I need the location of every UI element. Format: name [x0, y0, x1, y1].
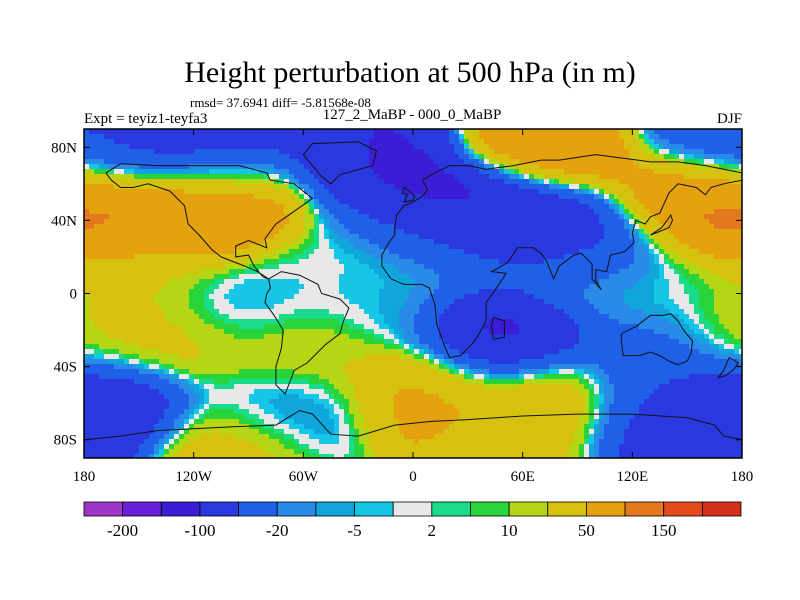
colorbar-swatch — [160, 501, 201, 517]
colorbar-swatch — [586, 501, 626, 517]
antarctica-outline — [84, 409, 742, 441]
y-tick-label: 0 — [70, 287, 78, 303]
season-label: DJF — [717, 111, 742, 127]
x-tick-label: 120W — [175, 469, 213, 485]
y-tick-label: 80S — [54, 433, 77, 449]
colorbar-label: -200 — [107, 521, 138, 540]
colorbar-label: 150 — [651, 521, 677, 540]
colorbar-label: -5 — [347, 521, 361, 540]
colorbar-label: -100 — [184, 521, 215, 540]
colorbar-label: 10 — [501, 521, 518, 540]
colorbar-swatch — [701, 501, 742, 517]
colorbar-swatch — [470, 501, 510, 517]
colorbar-swatch — [83, 501, 124, 517]
x-tick-label: 180 — [731, 469, 754, 485]
colorbar-swatch — [624, 501, 665, 517]
axes: 180 120W 60W 0 60E 120E 180 80N 40N 0 40S 80S — [51, 129, 753, 485]
x-tick-label: 120E — [616, 469, 648, 485]
colorbar-swatch — [122, 501, 162, 517]
colorbar-swatch — [547, 501, 587, 517]
colorbar-label: -20 — [266, 521, 289, 540]
colorbar-swatch — [663, 501, 703, 517]
chart-title: Height perturbation at 500 hPa (in m) — [184, 56, 636, 89]
comparison-label: 127_2_MaBP - 000_0_MaBP — [323, 107, 502, 123]
coastlines — [84, 141, 742, 441]
new-zealand-outline — [716, 357, 740, 379]
experiment-label: Expt = teyiz1-teyfa3 — [84, 111, 207, 127]
x-tick-label: 60E — [511, 469, 535, 485]
madagascar-outline — [491, 316, 505, 340]
x-tick-label: 180 — [73, 469, 96, 485]
australia-outline — [620, 313, 694, 366]
north-america-outline — [105, 163, 314, 280]
colorbar-swatch — [315, 501, 355, 517]
south-america-outline — [264, 271, 350, 395]
colorbar-swatch — [199, 501, 239, 517]
y-tick-label: 40N — [51, 213, 77, 229]
colorbar-swatch — [431, 501, 471, 517]
japan-outline — [650, 213, 674, 236]
x-tick-label: 0 — [409, 469, 417, 485]
colorbar-swatch — [508, 501, 549, 517]
height-field — [84, 129, 742, 458]
eurasia-africa-outline — [381, 154, 742, 359]
colorbar-swatch — [276, 501, 317, 517]
colorbar-label: 50 — [578, 521, 595, 540]
uk-outline — [401, 186, 416, 203]
greenland-outline — [302, 141, 377, 185]
y-tick-label: 80N — [51, 140, 77, 156]
colorbar-swatch — [392, 501, 433, 517]
colorbar: -200 -100 -20 -5 2 10 50 150 — [83, 501, 742, 540]
stats-label: rmsd= 37.6941 diff= -5.81568e-08 — [190, 95, 371, 110]
colorbar-swatch — [238, 501, 278, 517]
colorbar-swatch — [354, 501, 394, 517]
colorbar-label: 2 — [428, 521, 437, 540]
x-tick-label: 60W — [289, 469, 319, 485]
y-tick-label: 40S — [54, 360, 77, 376]
